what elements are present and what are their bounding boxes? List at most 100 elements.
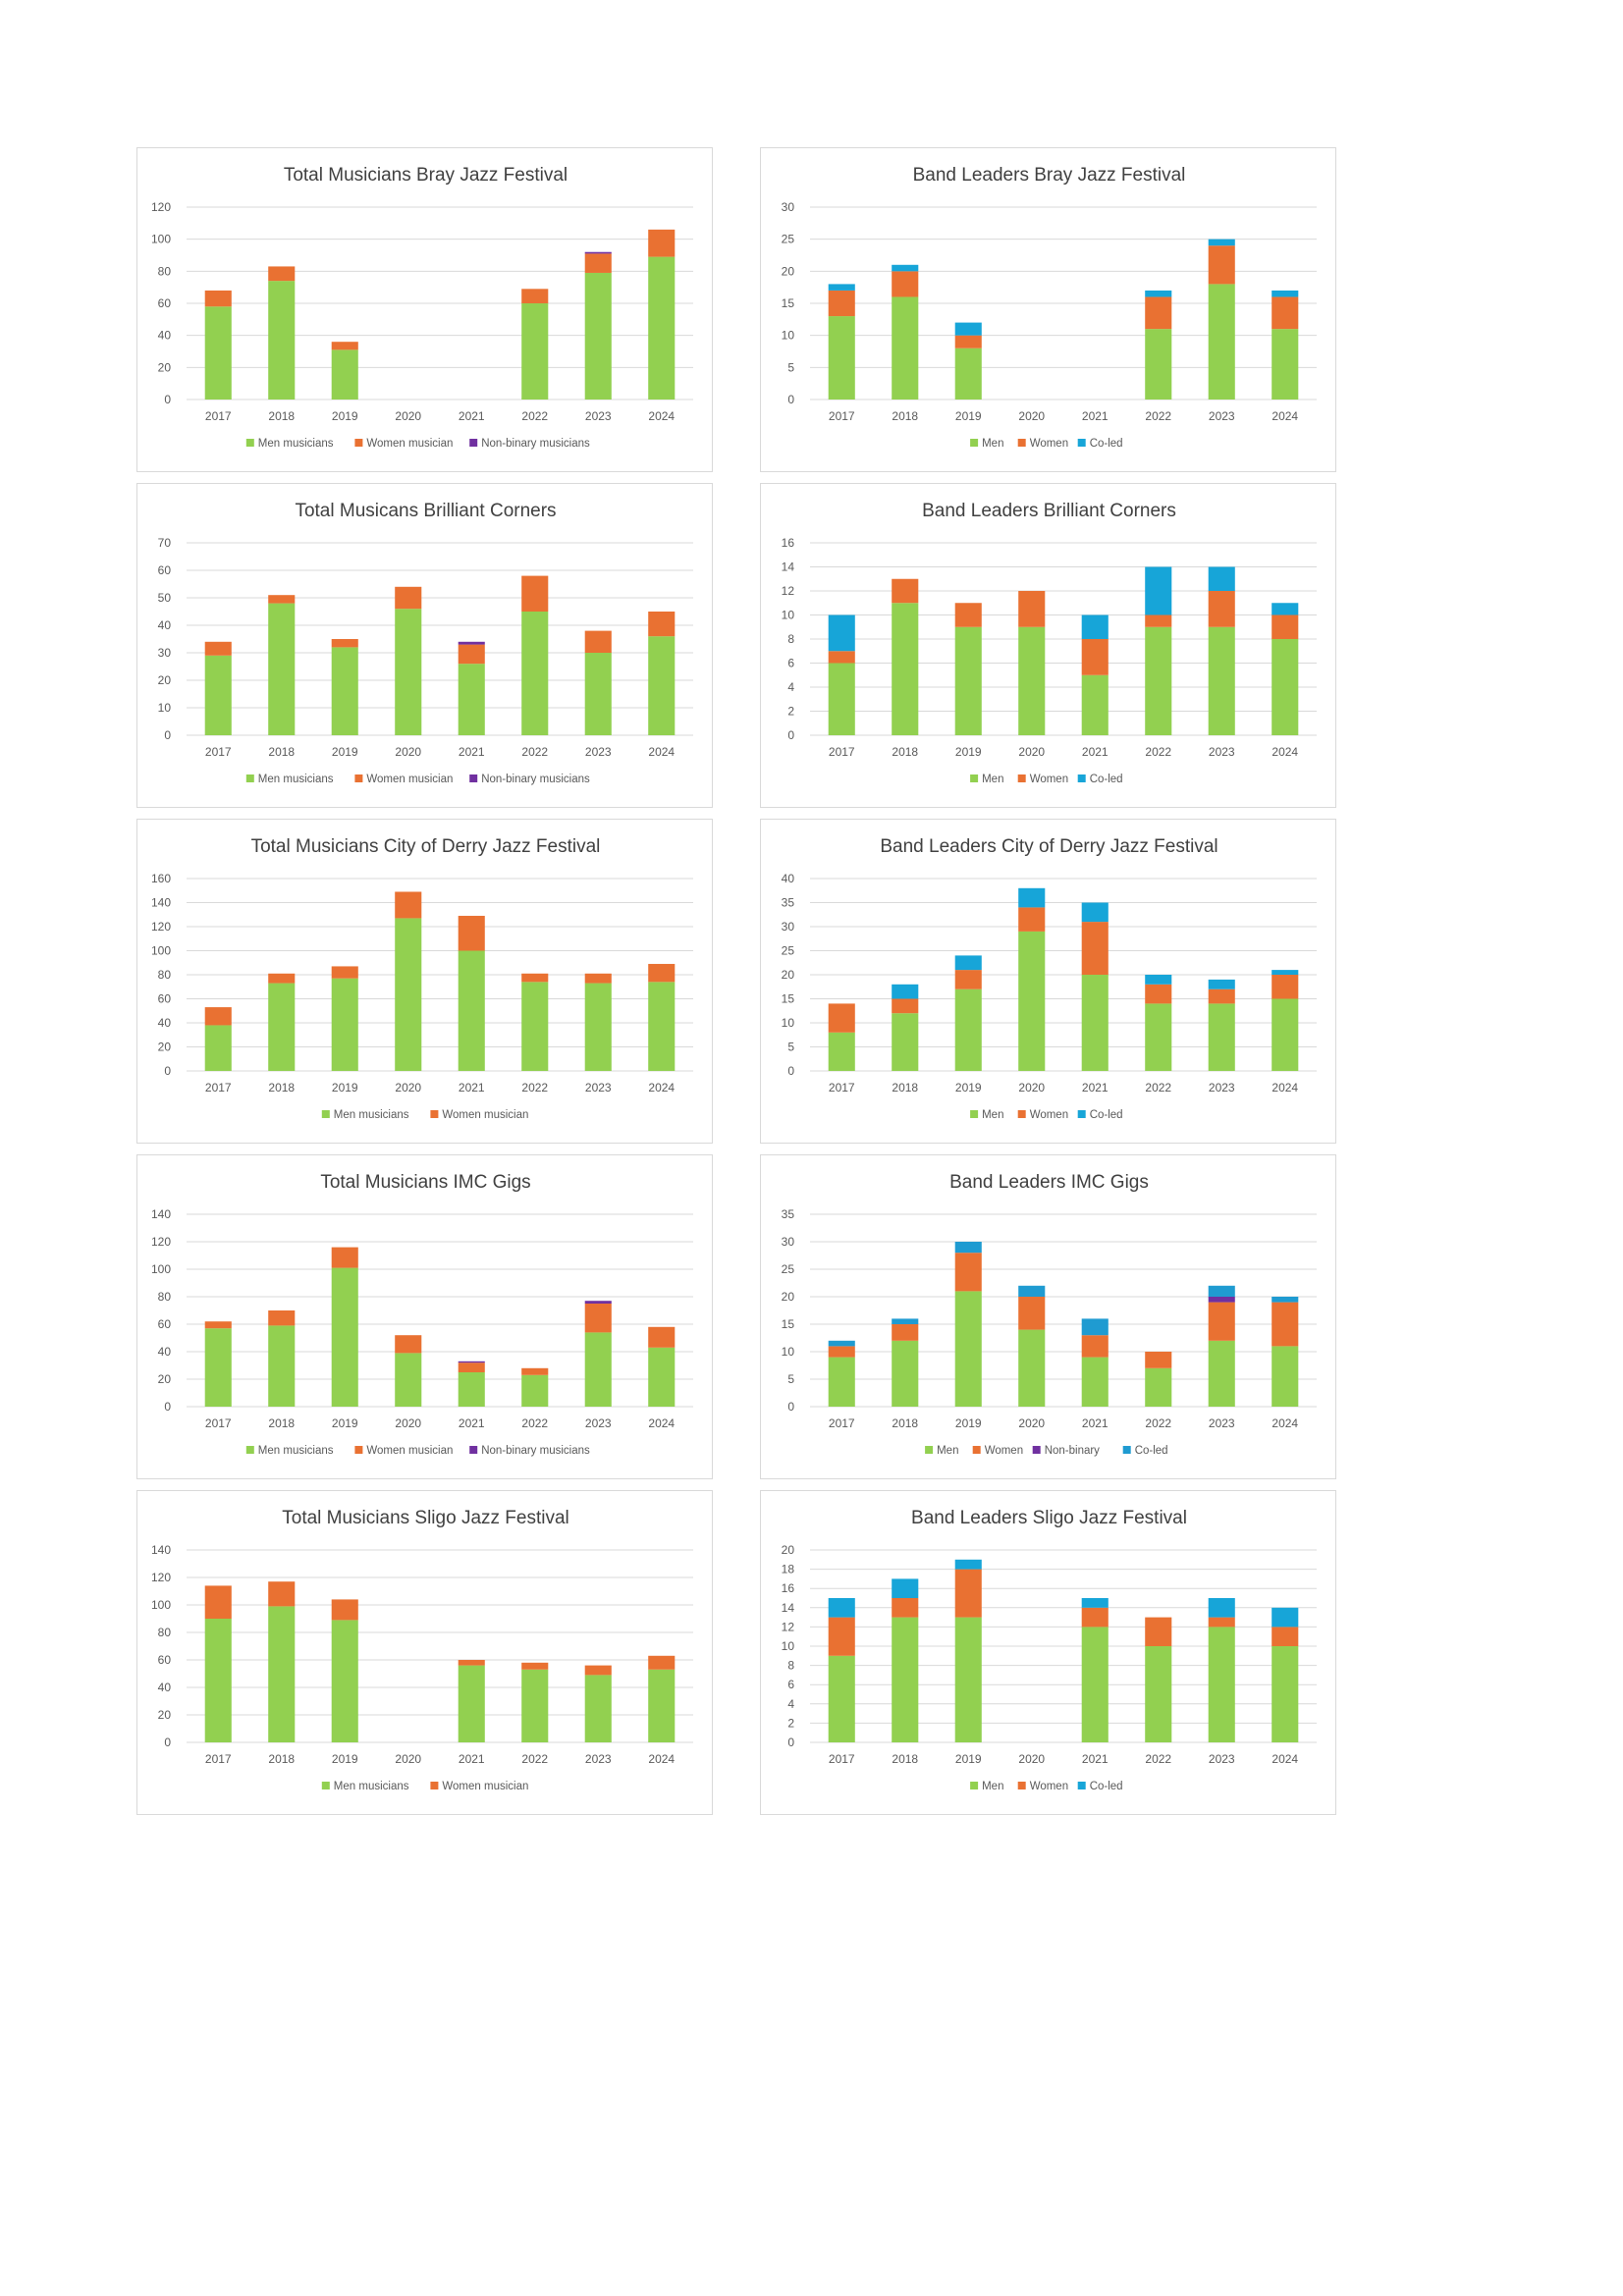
y-tick-label: 18 <box>782 1563 795 1576</box>
x-tick-label: 2022 <box>1145 745 1171 759</box>
bar-men-2023 <box>1208 1627 1235 1742</box>
legend-label-co-led: Co-led <box>1090 438 1123 450</box>
bar-co-led-2022 <box>1145 566 1172 615</box>
bar-co-led-2019 <box>954 1559 982 1570</box>
x-tick-label: 2017 <box>829 409 855 423</box>
bar-women-musician-2017 <box>204 290 232 307</box>
bar-men-2017 <box>828 316 855 400</box>
legend-swatch-women <box>1017 774 1026 782</box>
y-tick-label: 60 <box>158 1317 172 1331</box>
y-tick-label: 12 <box>782 1620 795 1633</box>
bar-women-musician-2019 <box>331 639 358 648</box>
x-tick-label: 2020 <box>395 1752 421 1766</box>
legend-label-men: Men <box>982 438 1003 450</box>
bar-women-2018 <box>892 1598 919 1618</box>
chart-bray-total-musicians: Total Musicians Bray Jazz Festival 0 20 40 6… <box>136 147 713 472</box>
bar-men-2017 <box>828 663 855 735</box>
y-tick-label: 60 <box>158 1653 172 1667</box>
bar-co-led-2023 <box>1208 1285 1235 1297</box>
legend-label-women-musician: Women musician <box>366 1445 453 1457</box>
x-tick-label: 2022 <box>1145 1416 1171 1430</box>
bar-men-musicians-2024 <box>648 636 676 735</box>
x-tick-label: 2021 <box>1082 745 1109 759</box>
chart-title: Total Musicans Brilliant Corners <box>295 501 556 521</box>
bar-men-musicians-2018 <box>268 1606 296 1742</box>
y-tick-label: 2 <box>787 705 794 719</box>
chart-title: Total Musicians IMC Gigs <box>320 1172 530 1193</box>
legend-swatch-men <box>970 1782 979 1789</box>
y-tick-label: 35 <box>782 896 795 910</box>
legend: Men Women Co-led <box>970 1781 1123 1792</box>
bar-co-led-2018 <box>892 1318 919 1324</box>
y-tick-label: 0 <box>787 1735 794 1749</box>
bar-co-led-2017 <box>828 1340 855 1347</box>
x-tick-label: 2022 <box>521 745 548 759</box>
bar-women-2017 <box>828 651 855 664</box>
y-tick-label: 20 <box>158 1041 172 1054</box>
x-tick-label: 2022 <box>521 1081 548 1095</box>
bar-women-2023 <box>1208 1302 1235 1341</box>
legend-label-women-musician: Women musician <box>442 1781 528 1792</box>
bar-women-2017 <box>828 1003 855 1033</box>
legend-label-women: Women <box>1030 1781 1068 1792</box>
x-tick-label: 2018 <box>268 1752 295 1766</box>
y-tick-label: 8 <box>787 632 794 646</box>
bar-men-2018 <box>892 1013 919 1071</box>
bar-women-musician-2020 <box>395 586 422 610</box>
x-tick-label: 2019 <box>332 745 358 759</box>
x-tick-label: 2019 <box>955 745 982 759</box>
bar-women-2019 <box>954 335 982 348</box>
y-tick-label: 0 <box>164 393 171 406</box>
legend-swatch-women <box>1017 1782 1026 1789</box>
bar-women-musician-2017 <box>204 1585 232 1619</box>
bar-women-musician-2022 <box>521 575 549 612</box>
legend-swatch-non-binary-musicians <box>469 439 478 447</box>
bar-co-led-2021 <box>1081 614 1109 639</box>
bar-men-musicians-2019 <box>331 1620 358 1742</box>
bar-co-led-2019 <box>954 322 982 336</box>
bar-co-led-2023 <box>1208 1598 1235 1618</box>
x-tick-label: 2017 <box>205 1416 232 1430</box>
bar-men-2023 <box>1208 1003 1235 1071</box>
bar-men-musicians-2019 <box>331 349 358 400</box>
x-tick-label: 2024 <box>648 409 675 423</box>
x-tick-label: 2024 <box>1271 1752 1298 1766</box>
x-tick-label: 2017 <box>205 409 232 423</box>
y-tick-label: 80 <box>158 1626 172 1639</box>
bar-women-musician-2021 <box>458 644 485 665</box>
x-tick-label: 2021 <box>1082 1416 1109 1430</box>
bar-men-2020 <box>1018 1329 1046 1407</box>
legend-swatch-women-musician <box>354 1446 363 1454</box>
bar-women-musician-2024 <box>648 229 676 257</box>
bar-women-2018 <box>892 998 919 1014</box>
y-tick-label: 120 <box>151 920 171 934</box>
legend-swatch-non-binary-musicians <box>469 1446 478 1454</box>
bar-co-led-2024 <box>1271 1297 1299 1303</box>
bar-women-2021 <box>1081 922 1109 975</box>
y-tick-label: 30 <box>782 200 795 214</box>
y-tick-label: 10 <box>782 329 795 343</box>
bar-men-2024 <box>1271 639 1299 735</box>
y-tick-label: 20 <box>782 968 795 982</box>
bar-women-musician-2021 <box>458 915 485 951</box>
bar-men-2024 <box>1271 329 1299 400</box>
x-tick-label: 2023 <box>1209 745 1235 759</box>
legend-swatch-women <box>972 1446 981 1454</box>
x-tick-label: 2017 <box>205 1752 232 1766</box>
x-tick-label: 2023 <box>585 1416 612 1430</box>
bar-men-2021 <box>1081 674 1109 735</box>
legend-label-women: Women <box>1030 438 1068 450</box>
bar-women-2022 <box>1145 1617 1172 1646</box>
bar-men-musicians-2024 <box>648 1669 676 1742</box>
legend-swatch-women-musician <box>430 1782 439 1789</box>
bar-men-musicians-2020 <box>395 918 422 1071</box>
bar-women-2021 <box>1081 1335 1109 1358</box>
legend: Men musicians Women musician Non-binary mu… <box>245 438 590 450</box>
x-tick-label: 2018 <box>892 1752 918 1766</box>
x-tick-label: 2019 <box>955 1081 982 1095</box>
y-tick-label: 40 <box>158 1345 172 1359</box>
y-tick-label: 100 <box>151 1598 171 1612</box>
bar-women-musician-2020 <box>395 891 422 919</box>
x-tick-label: 2017 <box>205 1081 232 1095</box>
bar-women-musician-2022 <box>521 1367 549 1375</box>
